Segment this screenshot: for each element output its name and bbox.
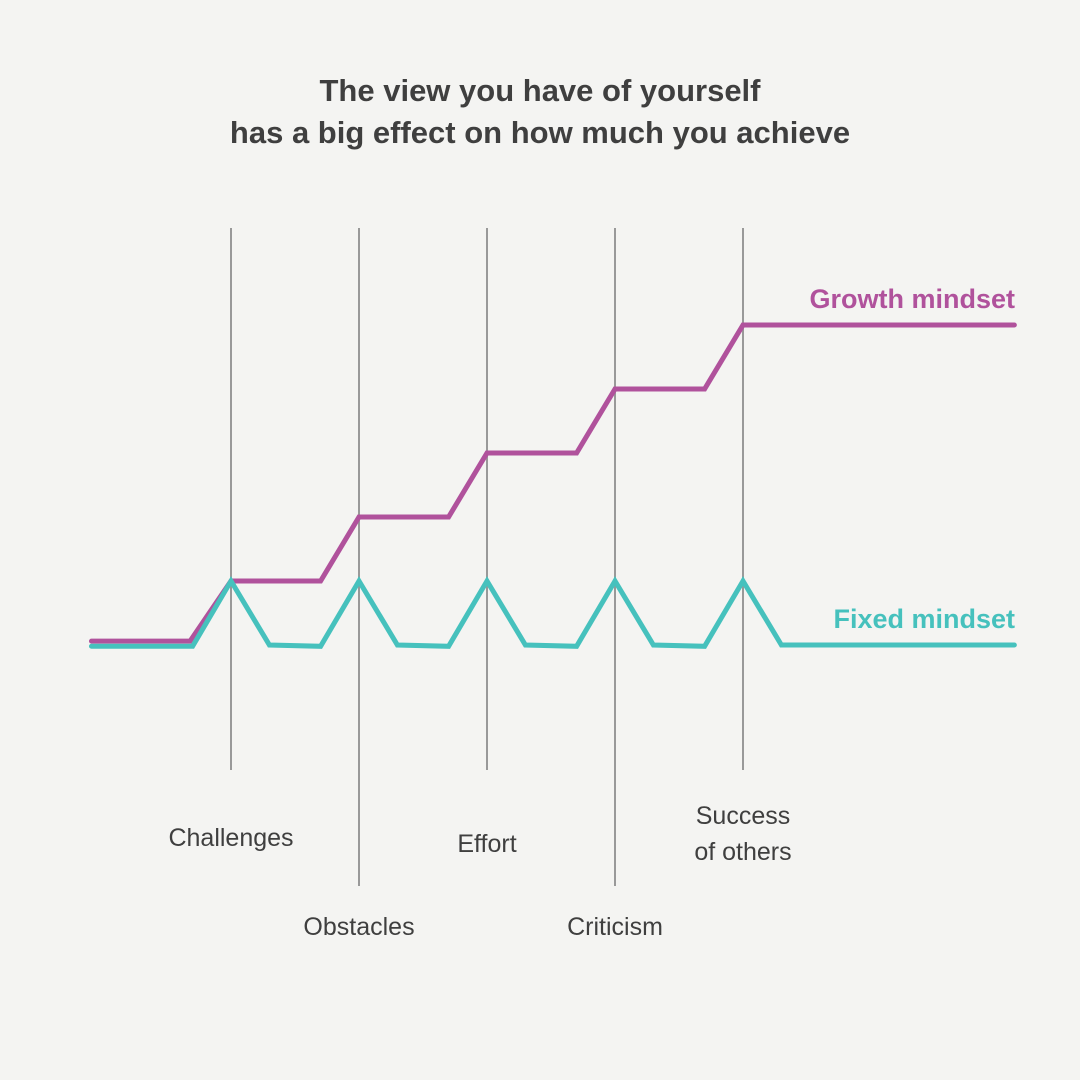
event-label: Obstacles (303, 913, 414, 941)
chart-title: The view you have of yourself has a big … (0, 70, 1080, 154)
legend-label: Growth mindset (809, 284, 1015, 314)
series-line-growth (88, 322, 1017, 644)
event-label: Challenges (168, 824, 293, 852)
series-line-fixed (88, 576, 1017, 649)
title-line-1: The view you have of yourself (319, 73, 761, 108)
legend-label: Fixed mindset (833, 604, 1015, 634)
event-label: of others (694, 838, 791, 866)
title-line-2: has a big effect on how much you achieve (229, 115, 851, 150)
event-label: Success (696, 802, 790, 830)
event-label: Criticism (567, 913, 663, 941)
event-label: Effort (457, 830, 516, 858)
